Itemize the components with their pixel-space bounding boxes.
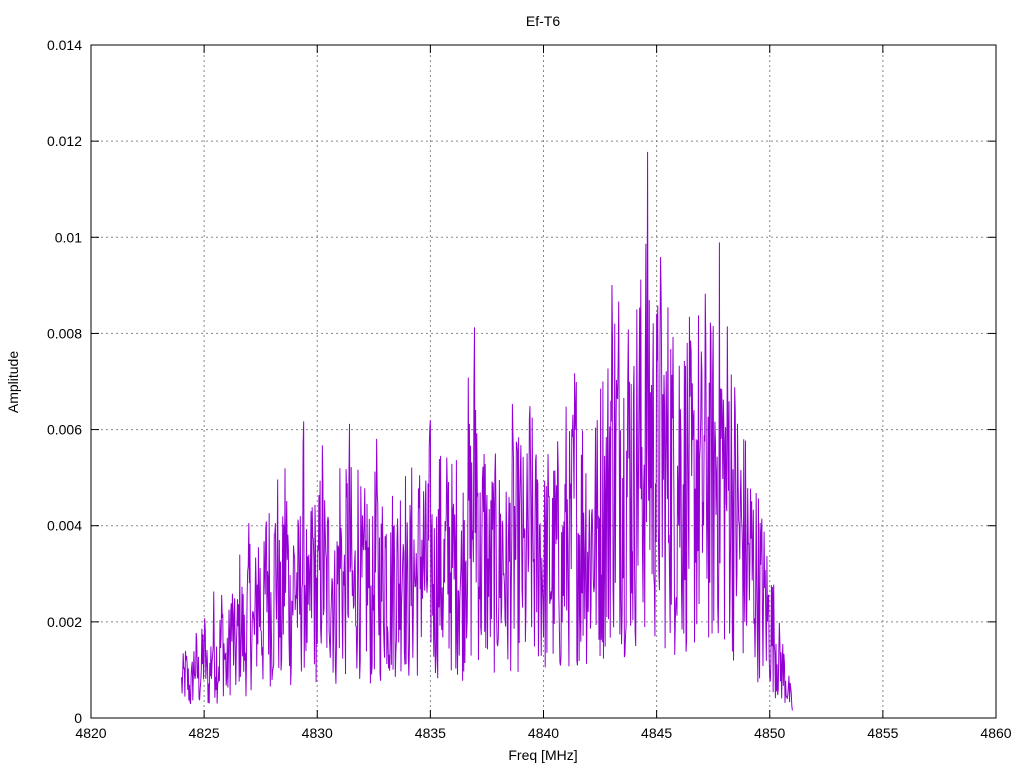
- x-tick-label: 4830: [302, 725, 333, 741]
- y-tick-label: 0.002: [47, 614, 82, 630]
- y-axis-label: Amplitude: [5, 351, 21, 413]
- chart-title: Ef-T6: [526, 13, 560, 29]
- x-tick-label: 4850: [754, 725, 785, 741]
- x-tick-label: 4845: [641, 725, 672, 741]
- series-line: [181, 151, 793, 711]
- y-tick-label: 0.01: [55, 229, 82, 245]
- y-tick-label: 0.014: [47, 37, 82, 53]
- x-tick-label: 4860: [980, 725, 1011, 741]
- tick-layer: 4820 4825 4830 4835 4840 4845 4850 4855 4860 0 0.0…: [47, 37, 1012, 741]
- x-tick-label: 4820: [75, 725, 106, 741]
- y-tick-label: 0.012: [47, 133, 82, 149]
- y-tick-label: 0: [74, 710, 82, 726]
- x-axis-label: Freq [MHz]: [508, 747, 577, 763]
- x-tick-label: 4835: [415, 725, 446, 741]
- x-tick-label: 4825: [189, 725, 220, 741]
- y-tick-label: 0.008: [47, 325, 82, 341]
- x-tick-label: 4840: [528, 725, 559, 741]
- y-tick-label: 0.006: [47, 422, 82, 438]
- y-tick-label: 0.004: [47, 518, 82, 534]
- x-tick-label: 4855: [867, 725, 898, 741]
- series-layer: [181, 151, 793, 711]
